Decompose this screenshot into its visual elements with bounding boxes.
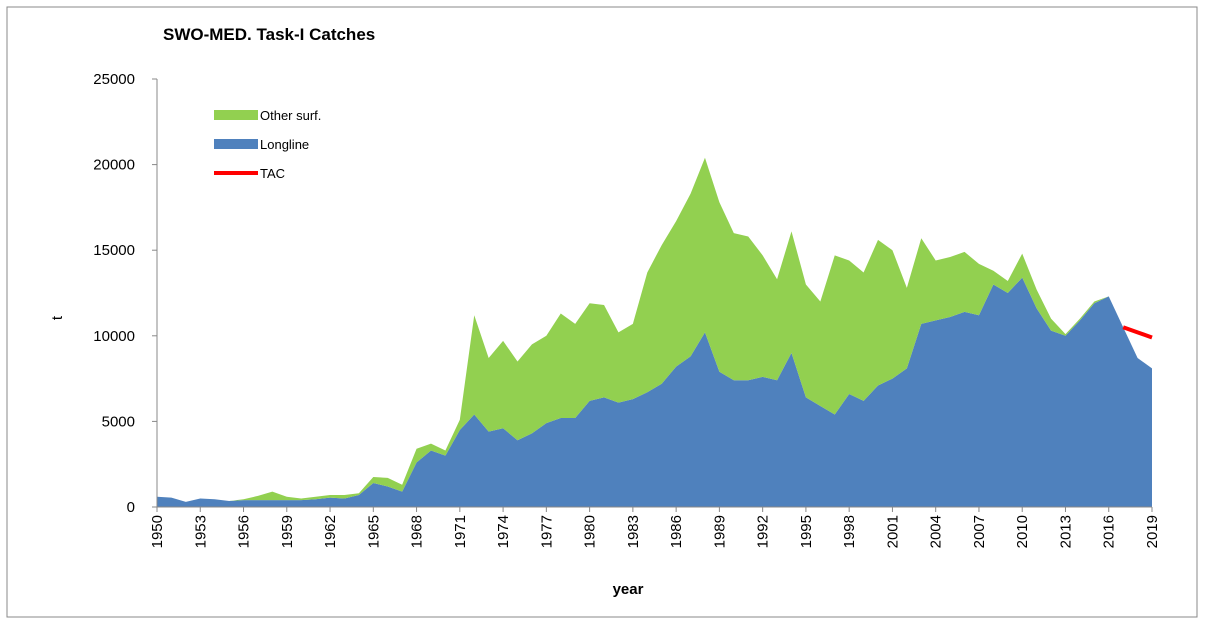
y-tick-label: 25000	[93, 71, 135, 88]
legend-swatch	[214, 110, 258, 120]
x-tick-label: 2019	[1144, 515, 1161, 548]
legend-swatch	[214, 139, 258, 149]
y-tick-label: 10000	[93, 328, 135, 345]
x-tick-label: 1971	[452, 515, 469, 548]
y-axis-label: t	[49, 315, 66, 320]
chart-title: SWO-MED. Task-I Catches	[163, 25, 375, 44]
y-tick-label: 0	[127, 499, 135, 516]
x-tick-label: 1995	[798, 515, 815, 548]
x-tick-label: 2016	[1101, 515, 1118, 548]
x-tick-label: 2010	[1014, 515, 1031, 548]
x-tick-label: 2004	[928, 515, 945, 548]
x-tick-label: 1959	[279, 515, 296, 548]
legend-label: Other surf.	[260, 108, 321, 123]
x-tick-label: 1977	[538, 515, 555, 548]
x-tick-label: 1986	[668, 515, 685, 548]
x-tick-label: 1998	[841, 515, 858, 548]
x-tick-label: 1980	[582, 515, 599, 548]
x-tick-label: 1983	[625, 515, 642, 548]
tac-line	[1122, 325, 1153, 340]
x-tick-label: 1965	[365, 515, 382, 548]
x-axis-label: year	[613, 581, 644, 598]
x-tick-label: 2001	[884, 515, 901, 548]
y-tick-label: 20000	[93, 157, 135, 174]
y-tick-label: 15000	[93, 242, 135, 259]
x-tick-label: 1989	[711, 515, 728, 548]
x-tick-label: 1974	[495, 515, 512, 548]
x-tick-label: 1962	[322, 515, 339, 548]
x-tick-label: 1956	[236, 515, 253, 548]
x-tick-label: 2007	[971, 515, 988, 548]
x-tick-label: 1953	[192, 515, 209, 548]
legend-label: Longline	[260, 137, 309, 152]
x-tick-label: 1992	[755, 515, 772, 548]
area	[157, 277, 1152, 507]
legend-label: TAC	[260, 166, 285, 181]
x-tick-label: 1968	[409, 515, 426, 548]
x-tick-label: 2013	[1057, 515, 1074, 548]
area	[157, 157, 1152, 502]
y-tick-label: 5000	[102, 413, 135, 430]
x-tick-label: 1950	[149, 515, 166, 548]
